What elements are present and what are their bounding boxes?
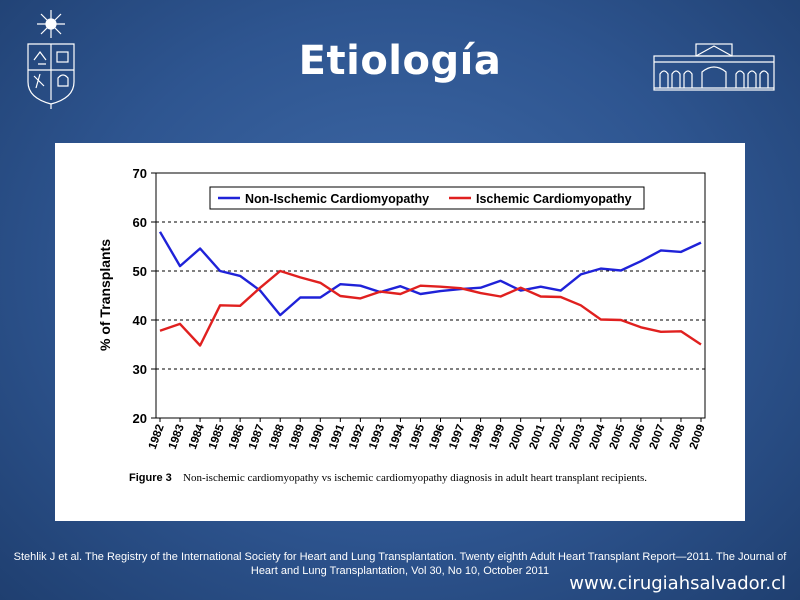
series-line-1 xyxy=(159,269,702,347)
slide-title: Etiología xyxy=(298,38,502,84)
x-tick-label: 1995 xyxy=(407,422,427,451)
y-tick-label: 20 xyxy=(133,411,147,426)
citation-text: Stehlik J et al. The Registry of the Int… xyxy=(0,550,800,578)
y-axis-ticks: 20 30 40 50 60 70 xyxy=(133,166,156,426)
x-tick-label: 1982 xyxy=(147,423,167,451)
x-tick-label: 1989 xyxy=(287,423,307,451)
x-tick-label: 1991 xyxy=(327,422,347,451)
x-tick-label: 2000 xyxy=(507,423,527,451)
x-tick-label: 1997 xyxy=(447,423,467,451)
x-tick-label: 1985 xyxy=(207,422,227,451)
x-axis-ticks: 1982 1983 1984 1985 1986 1987 1988 1989 1990 1991… xyxy=(147,418,708,451)
x-tick-label: 2007 xyxy=(648,423,668,451)
figure-label: Figure 3 xyxy=(129,472,172,484)
website-url: www.cirugiahsalvador.cl xyxy=(569,573,786,594)
legend-box xyxy=(209,186,645,210)
x-tick-label: 1983 xyxy=(167,423,187,451)
university-crest-logo xyxy=(27,10,75,109)
x-tick-label: 1999 xyxy=(487,423,507,451)
x-tick-label: 1984 xyxy=(187,422,207,451)
x-tick-label: 2008 xyxy=(668,422,688,451)
x-tick-label: 1994 xyxy=(387,422,407,451)
figure-caption: Non-ischemic cardiomyopathy vs ischemic … xyxy=(183,472,647,484)
y-tick-label: 60 xyxy=(133,215,147,230)
x-tick-label: 2001 xyxy=(527,422,547,451)
citation-line-2: Heart and Lung Transplantation, Vol 30, … xyxy=(250,565,550,577)
x-tick-label: 1992 xyxy=(347,423,367,451)
series-line-0 xyxy=(158,231,702,317)
x-tick-label: 1990 xyxy=(307,423,327,451)
x-tick-label: 2005 xyxy=(608,422,628,451)
x-tick-label: 2004 xyxy=(588,422,608,451)
y-tick-label: 70 xyxy=(133,166,147,181)
y-axis-label: % of Transplants xyxy=(97,239,113,351)
x-tick-label: 1986 xyxy=(227,423,247,451)
figure-panel: 20 30 40 50 60 70 1982 1983 1984 1985 1986 1987 198… xyxy=(55,143,745,521)
citation-line-1: Stehlik J et al. The Registry of the Int… xyxy=(13,551,787,563)
x-tick-label: 2002 xyxy=(548,423,568,451)
x-tick-label: 1993 xyxy=(367,423,387,451)
grid-lines xyxy=(156,221,705,370)
legend: Non-Ischemic Cardiomyopathy Ischemic Card… xyxy=(209,186,645,210)
x-tick-label: 1987 xyxy=(247,423,267,451)
x-tick-label: 1988 xyxy=(267,422,287,451)
y-tick-label: 40 xyxy=(133,313,147,328)
y-tick-label: 50 xyxy=(133,264,147,279)
legend-label-1: Ischemic Cardiomyopathy xyxy=(476,192,632,206)
x-tick-label: 1998 xyxy=(467,422,487,451)
building-facade-logo xyxy=(653,43,775,91)
x-tick-label: 2006 xyxy=(628,423,648,451)
legend-label-0: Non-Ischemic Cardiomyopathy xyxy=(245,192,429,206)
series-lines xyxy=(158,231,702,347)
x-tick-label: 1996 xyxy=(427,423,447,451)
x-tick-label: 2003 xyxy=(568,423,588,451)
x-tick-label: 2009 xyxy=(688,423,708,451)
y-tick-label: 30 xyxy=(133,362,147,377)
plot-frame xyxy=(155,172,706,419)
